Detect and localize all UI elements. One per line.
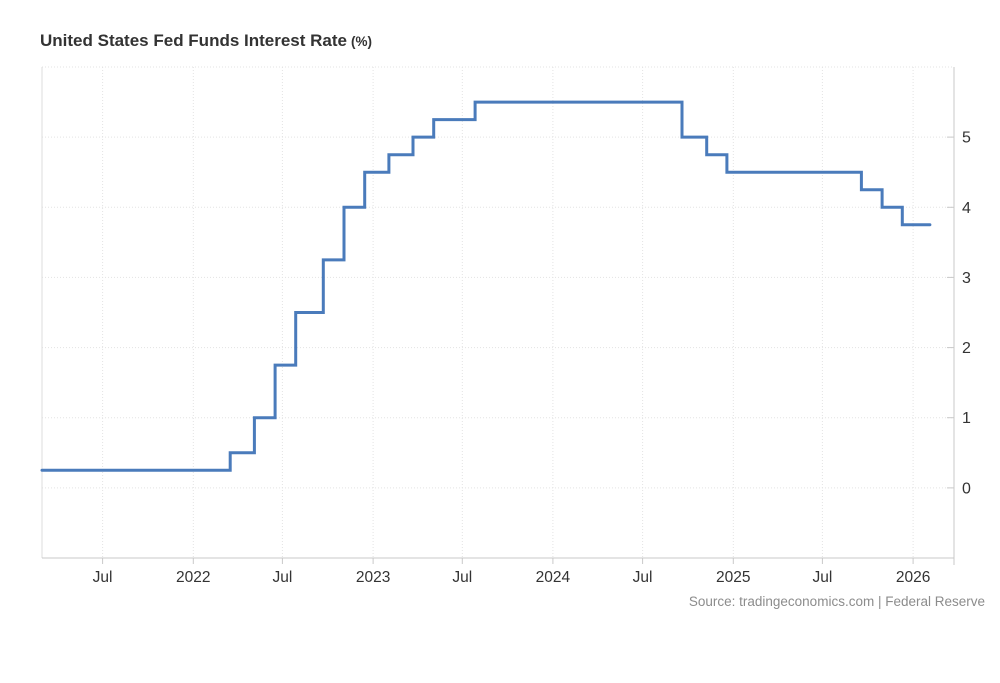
x-axis-label: Jul bbox=[93, 569, 113, 586]
x-axis-label: 2026 bbox=[896, 569, 930, 586]
x-axis-label: 2025 bbox=[716, 569, 750, 586]
chart-title-text: United States Fed Funds Interest Rate bbox=[40, 31, 347, 50]
y-axis-label: 0 bbox=[962, 480, 971, 497]
x-axis-label: Jul bbox=[633, 569, 653, 586]
y-axis-label: 4 bbox=[962, 200, 971, 217]
chart-title-unit: (%) bbox=[351, 34, 372, 49]
page-title: United States Fed Funds Interest Rate (%) bbox=[40, 31, 372, 51]
y-axis-label: 1 bbox=[962, 410, 971, 427]
x-axis-label: Jul bbox=[272, 569, 292, 586]
source-attribution: Source: tradingeconomics.com | Federal R… bbox=[688, 594, 985, 609]
y-axis-label: 5 bbox=[962, 130, 971, 147]
x-axis-label: 2022 bbox=[176, 569, 210, 586]
x-axis-label: Jul bbox=[452, 569, 472, 586]
y-axis-label: 3 bbox=[962, 270, 971, 287]
x-axis-label: 2024 bbox=[536, 569, 571, 586]
x-axis-label: 2023 bbox=[356, 569, 390, 586]
y-axis-label: 2 bbox=[962, 340, 971, 357]
rate-step-line bbox=[40, 100, 932, 472]
x-axis-label: Jul bbox=[812, 569, 832, 586]
